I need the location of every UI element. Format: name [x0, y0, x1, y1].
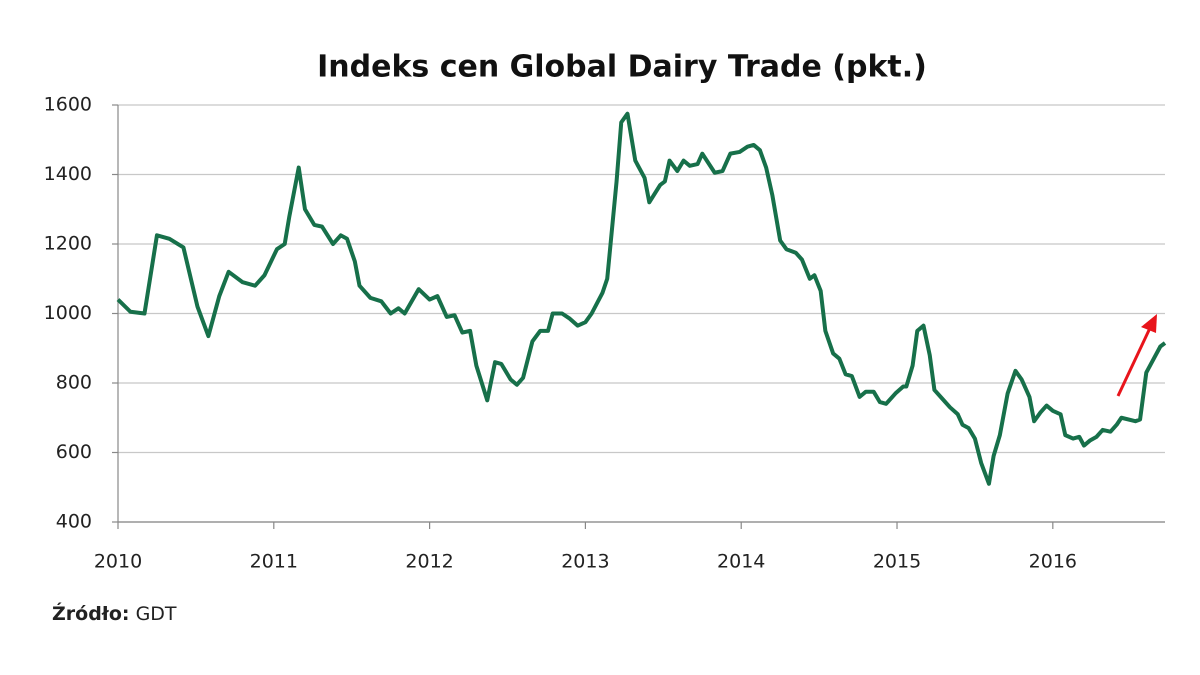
y-tick-label: 1000: [44, 302, 92, 324]
y-tick-label: 1400: [44, 163, 92, 185]
y-tick-label: 600: [56, 441, 92, 463]
x-tick-label: 2013: [561, 551, 609, 573]
x-tick-label: 2015: [873, 551, 921, 573]
x-tick-label: 2011: [250, 551, 298, 573]
x-tick-label: 2014: [717, 551, 765, 573]
grid: [118, 104, 1165, 523]
y-tick-label: 1200: [44, 233, 92, 255]
chart-title: Indeks cen Global Dairy Trade (pkt.): [317, 50, 927, 85]
x-tick-label: 2016: [1029, 551, 1077, 573]
arrow-head: [1141, 314, 1157, 333]
axes: 400 600 800 1000 1200 1400 1600 2010 2011 2012 201…: [44, 94, 1165, 573]
data-line: [116, 111, 1167, 486]
plot: [116, 111, 1167, 486]
source-text: GDT: [136, 603, 177, 625]
source: Źródło: GDT: [52, 602, 177, 625]
arrow-shaft: [1116, 327, 1152, 397]
x-tick-label: 2012: [405, 551, 453, 573]
y-tick-label: 800: [56, 372, 92, 394]
y-tick-label: 1600: [44, 94, 92, 116]
source-label: Źródło:: [52, 602, 130, 625]
y-tick-label: 400: [56, 511, 92, 533]
x-tick-label: 2010: [94, 551, 142, 573]
